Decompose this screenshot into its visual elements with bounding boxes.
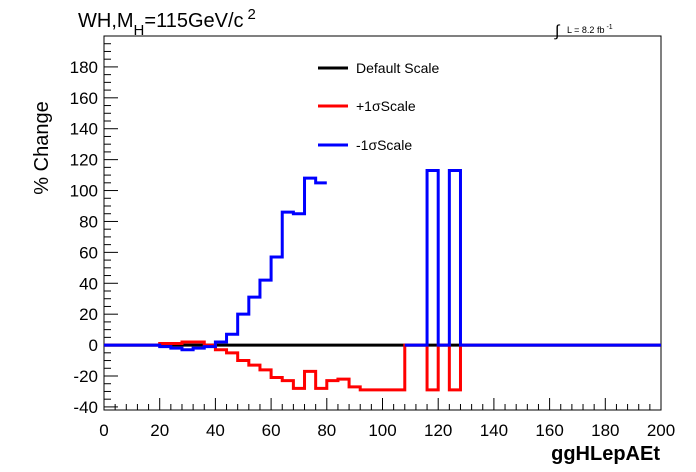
x-tick-label: 140 <box>480 421 508 440</box>
chart-title-subscript: H <box>134 22 145 39</box>
y-tick-label: 180 <box>70 58 98 77</box>
x-tick-label: 100 <box>368 421 396 440</box>
chart-title-main: WH,M <box>78 10 134 32</box>
lumi-integral-sign: ∫ <box>554 23 561 40</box>
lumi-label: L = 8.2 fb -1 <box>567 24 613 35</box>
y-tick-label: 20 <box>79 305 98 324</box>
legend-label-2: -1σScale <box>356 137 412 153</box>
y-tick-label: 40 <box>79 274 98 293</box>
legend-label-1: +1σScale <box>356 98 416 114</box>
y-tick-label: 60 <box>79 243 98 262</box>
plot-frame <box>103 35 662 411</box>
legend-label-0: Default Scale <box>356 60 439 76</box>
series-line-2-part-1 <box>404 168 661 347</box>
x-tick-label: 20 <box>150 421 169 440</box>
y-tick-label: 80 <box>79 212 98 231</box>
y-tick-label: 100 <box>70 182 98 201</box>
x-tick-label: 60 <box>262 421 281 440</box>
chart-title-rest: =115GeV/c <box>144 10 243 32</box>
x-tick-label: 120 <box>424 421 452 440</box>
y-axis-label: % Change <box>31 101 53 194</box>
y-tick-label: 0 <box>89 336 98 355</box>
x-axis-label: ggHLepAEt <box>551 443 660 465</box>
x-tick-label: 0 <box>99 421 108 440</box>
y-tick-label: 120 <box>70 151 98 170</box>
chart-title-superscript: 2 <box>248 6 256 23</box>
y-tick-label: -40 <box>73 398 98 417</box>
lumi-superscript: -1 <box>606 24 612 31</box>
y-tick-label: 140 <box>70 120 98 139</box>
x-tick-label: 40 <box>206 421 225 440</box>
x-tick-label: 80 <box>317 421 336 440</box>
x-tick-label: 160 <box>535 421 563 440</box>
x-tick-label: 200 <box>647 421 675 440</box>
series-line-1 <box>104 340 661 392</box>
lumi-text: L = 8.2 fb <box>567 25 604 35</box>
y-tick-label: -20 <box>73 367 98 386</box>
chart-title: WH,MH=115GeV/c 2 <box>78 6 256 39</box>
x-tick-label: 180 <box>591 421 619 440</box>
series-line-2-part-0 <box>104 176 327 352</box>
y-tick-label: 160 <box>70 89 98 108</box>
